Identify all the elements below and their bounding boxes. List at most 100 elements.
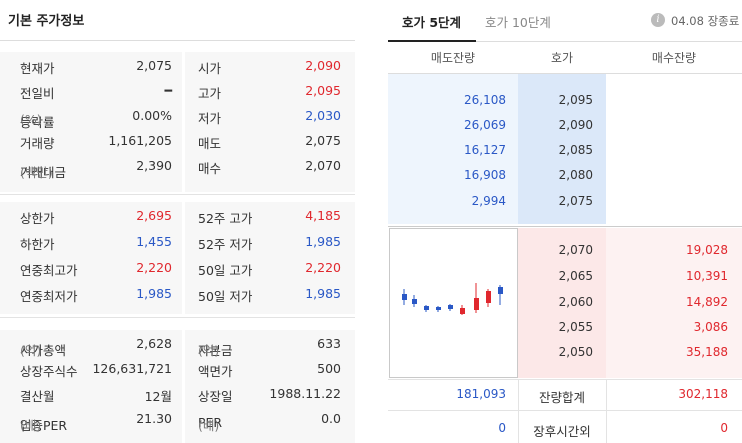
after-hours-sell-qty: 0 bbox=[498, 421, 506, 435]
info-label: 연중최고가 bbox=[20, 263, 78, 278]
bid-price: 2,060 bbox=[558, 295, 593, 309]
info-row-rate: 등락률 (%) 0.00% 저가 2,030 bbox=[20, 108, 341, 130]
industry-per-value: 21.30 bbox=[136, 411, 172, 426]
info-row-per: 업종PER (배) 21.30 PER (배) 0.0 bbox=[20, 411, 341, 433]
info-row-market-cap: 시가총액 (억) 2,628 자본금 (억) 633 bbox=[20, 336, 341, 358]
candle-bar bbox=[402, 289, 407, 305]
bid-qty-area bbox=[606, 228, 742, 378]
info-label: 상한가 bbox=[20, 211, 55, 226]
bid-price: 2,055 bbox=[558, 320, 593, 334]
info-row-lower-limit: 하한가 1,455 52주 저가 1,985 bbox=[0, 230, 355, 255]
current-price-value: 2,075 bbox=[136, 58, 172, 73]
total-buy-qty: 302,118 bbox=[678, 387, 728, 401]
divider bbox=[0, 194, 355, 195]
info-label: 상장주식수 bbox=[20, 364, 78, 379]
after-hours-buy-qty: 0 bbox=[720, 421, 728, 435]
header-price: 호가 bbox=[550, 51, 574, 65]
info-label: 고가 bbox=[198, 86, 222, 101]
ask-qty-area bbox=[388, 74, 518, 224]
high-price-value: 2,095 bbox=[305, 83, 341, 98]
price-section: 현재가 2,075 시가 2,090 전일비 ━ 고가 2,095 등락률 (%)… bbox=[0, 52, 355, 192]
candle-bar bbox=[460, 305, 465, 315]
active-tab-indicator bbox=[388, 40, 476, 42]
change-value: ━ bbox=[164, 83, 172, 98]
50d-low-value: 1,985 bbox=[305, 286, 341, 301]
total-label: 잔량합계 bbox=[538, 390, 585, 405]
tab-10-levels[interactable]: 호가 10단계 bbox=[485, 15, 551, 30]
buy-price-value: 2,070 bbox=[305, 158, 341, 173]
info-label: 매수 bbox=[198, 161, 222, 176]
ask-price: 2,090 bbox=[558, 118, 593, 132]
bid-qty: 19,028 bbox=[686, 243, 728, 257]
total-sell-qty: 181,093 bbox=[456, 387, 506, 401]
year-low-value: 1,985 bbox=[136, 286, 172, 301]
tab-divider bbox=[388, 41, 742, 42]
bid-qty: 3,086 bbox=[693, 320, 728, 334]
header-buy-qty: 매수잔량 bbox=[651, 51, 697, 65]
column-divider bbox=[182, 52, 185, 192]
volume-value: 1,161,205 bbox=[108, 133, 172, 148]
trade-amount-value: 2,390 bbox=[136, 158, 172, 173]
par-value-value: 500 bbox=[317, 361, 341, 376]
candle-bar bbox=[424, 305, 429, 312]
open-price-value: 2,090 bbox=[305, 58, 341, 73]
candle-bar bbox=[436, 306, 441, 312]
info-label: 52주 고가 bbox=[198, 211, 253, 226]
market-cap-value: 2,628 bbox=[136, 336, 172, 351]
info-icon[interactable]: i bbox=[651, 13, 665, 27]
info-label: 저가 bbox=[198, 111, 222, 126]
per-value: 0.0 bbox=[321, 411, 341, 426]
ask-qty: 26,108 bbox=[464, 93, 506, 107]
candle-bar bbox=[498, 285, 503, 305]
info-label: 거래량 bbox=[20, 136, 55, 151]
info-label: 50일 고가 bbox=[198, 263, 253, 278]
ask-price: 2,085 bbox=[558, 143, 593, 157]
header-sell-qty: 매도잔량 bbox=[430, 51, 476, 65]
capital-value: 633 bbox=[317, 336, 341, 351]
info-label: 매도 bbox=[198, 136, 222, 151]
tab-5-levels[interactable]: 호가 5단계 bbox=[402, 15, 462, 30]
52w-high-value: 4,185 bbox=[305, 208, 341, 223]
sell-price-value: 2,075 bbox=[305, 133, 341, 148]
divider bbox=[388, 73, 742, 74]
ask-qty: 26,069 bbox=[464, 118, 506, 132]
year-high-value: 2,220 bbox=[136, 260, 172, 275]
candle-chart-svg bbox=[402, 283, 503, 315]
bid-price-area bbox=[518, 228, 606, 378]
column-divider bbox=[182, 330, 185, 443]
column-divider bbox=[606, 380, 607, 443]
ask-price: 2,095 bbox=[558, 93, 593, 107]
info-row-change: 전일비 ━ 고가 2,095 bbox=[0, 79, 355, 104]
bid-qty: 10,391 bbox=[686, 269, 728, 283]
divider bbox=[0, 40, 355, 41]
info-label: 52주 저가 bbox=[198, 237, 253, 252]
divider bbox=[388, 226, 742, 227]
info-row-upper-limit: 상한가 2,695 52주 고가 4,185 bbox=[0, 204, 355, 229]
ask-qty: 2,994 bbox=[471, 194, 506, 208]
bid-price: 2,065 bbox=[558, 269, 593, 283]
info-row-shares: 상장주식수 126,631,721 액면가 500 bbox=[0, 357, 355, 382]
listed-shares-value: 126,631,721 bbox=[92, 361, 172, 376]
ask-qty: 16,908 bbox=[464, 168, 506, 182]
mini-candle-chart bbox=[389, 228, 518, 378]
bid-qty: 14,892 bbox=[686, 295, 728, 309]
info-label: 액면가 bbox=[198, 364, 233, 379]
range-section: 상한가 2,695 52주 고가 4,185 하한가 1,455 52주 저가 … bbox=[0, 202, 355, 314]
bid-price: 2,050 bbox=[558, 345, 593, 359]
ask-price-area bbox=[518, 74, 606, 224]
basic-info-panel: 기본 주가정보 현재가 2,075 시가 2,090 전일비 ━ 고가 2,09… bbox=[0, 0, 355, 443]
market-status: 04.08 장종료 bbox=[671, 14, 740, 28]
divider bbox=[388, 379, 742, 380]
candle-bar bbox=[412, 295, 417, 307]
change-rate-value: 0.00% bbox=[132, 108, 172, 123]
fiscal-month-value: 12월 bbox=[144, 389, 172, 404]
ask-qty: 16,127 bbox=[464, 143, 506, 157]
info-row-amount: 거래대금 (백만) 2,390 매수 2,070 bbox=[20, 158, 341, 180]
info-label: 하한가 bbox=[20, 237, 55, 252]
upper-limit-value: 2,695 bbox=[136, 208, 172, 223]
fundamentals-section: 시가총액 (억) 2,628 자본금 (억) 633 상장주식수 126,631,7… bbox=[0, 330, 355, 443]
info-label: 연중최저가 bbox=[20, 289, 78, 304]
candle-bar bbox=[486, 289, 491, 307]
column-divider bbox=[518, 380, 519, 443]
column-divider bbox=[182, 202, 185, 314]
